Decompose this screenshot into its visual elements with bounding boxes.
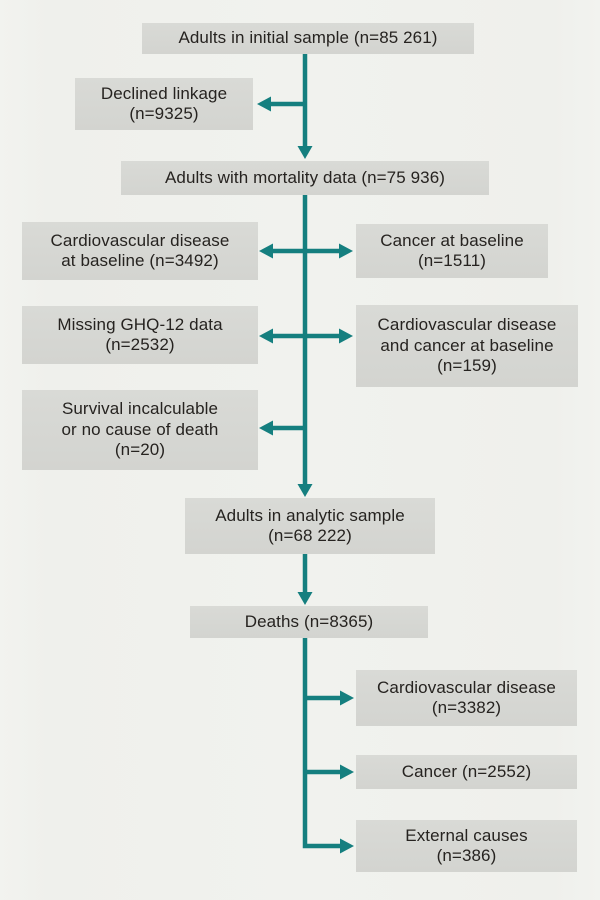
- node-external-causes: External causes (n=386): [356, 820, 577, 872]
- node-cancer-deaths: Cancer (n=2552): [356, 755, 577, 789]
- node-count: (n=2532): [105, 335, 175, 354]
- node-label: Cardiovascular disease: [377, 315, 557, 335]
- node-count: (n=159): [437, 356, 497, 376]
- arrow-to-declined-linkage: [257, 96, 305, 112]
- node-label: Adults in initial sample (n=85 261): [178, 28, 438, 48]
- arrow-to-survival-incalculable: [259, 420, 305, 436]
- node-count: (n=386): [436, 846, 497, 865]
- node-analytic-sample: Adults in analytic sample (n=68 222): [185, 498, 435, 554]
- node-declined-linkage: Declined linkage (n=9325): [75, 78, 253, 130]
- node-label: Cardiovascular disease: [377, 677, 556, 697]
- node-initial-sample: Adults in initial sample (n=85 261): [142, 23, 474, 54]
- arrow-mortality-to-analytic: [297, 195, 313, 497]
- node-label: Cancer at baseline: [380, 230, 524, 250]
- node-survival-incalculable: Survival incalculable or no cause of dea…: [22, 390, 258, 470]
- node-count: at baseline (n=3492): [61, 251, 219, 270]
- node-label: or no cause of death: [61, 419, 219, 439]
- node-label: and cancer at baseline: [380, 335, 554, 355]
- node-label: Deaths (n=8365): [244, 611, 374, 631]
- node-count: (n=1511): [417, 251, 487, 270]
- arrow-cvd-and-cancer-baseline: [259, 243, 353, 259]
- node-label: External causes: [405, 825, 528, 845]
- arrow-initial-to-mortality: [297, 54, 313, 159]
- node-count: (n=20): [114, 440, 166, 460]
- node-cvd-and-cancer-baseline: Cardiovascular disease and cancer at bas…: [356, 305, 578, 387]
- arrow-deaths-branches: [302, 638, 354, 854]
- node-label: Survival incalculable: [61, 399, 219, 419]
- node-count: (n=68 222): [268, 526, 352, 545]
- node-label: Adults in analytic sample: [215, 505, 405, 525]
- node-cvd-deaths: Cardiovascular disease (n=3382): [356, 670, 577, 726]
- node-label: Adults with mortality data (n=75 936): [164, 167, 446, 187]
- node-label: Missing GHQ-12 data: [57, 314, 223, 334]
- arrow-ghq-and-cvdcancer: [259, 328, 353, 344]
- arrow-analytic-to-deaths: [297, 554, 313, 605]
- node-mortality-data: Adults with mortality data (n=75 936): [121, 161, 489, 195]
- node-label: Cardiovascular disease: [50, 230, 230, 250]
- node-deaths: Deaths (n=8365): [190, 606, 428, 638]
- node-cvd-at-baseline: Cardiovascular disease at baseline (n=34…: [22, 222, 258, 280]
- node-missing-ghq12: Missing GHQ-12 data (n=2532): [22, 306, 258, 364]
- node-count: (n=3382): [431, 698, 502, 717]
- node-count: (n=9325): [129, 104, 199, 123]
- node-label: Declined linkage: [100, 83, 228, 103]
- node-cancer-at-baseline: Cancer at baseline (n=1511): [356, 224, 548, 278]
- node-label: Cancer (n=2552): [401, 761, 532, 781]
